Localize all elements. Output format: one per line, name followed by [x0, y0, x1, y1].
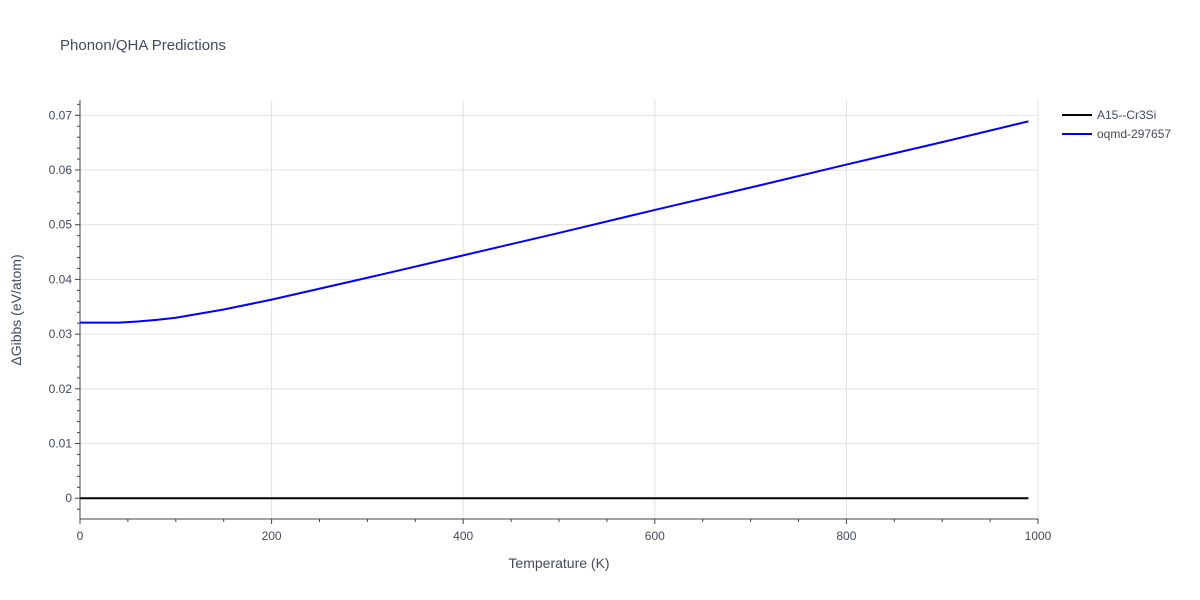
y-axis-title: ΔGibbs (eV/atom) — [8, 254, 24, 365]
y-tick-label: 0 — [65, 491, 72, 505]
legend-label-1: A15--Cr3Si — [1097, 108, 1156, 122]
x-tick-label: 400 — [453, 529, 473, 543]
legend: A15--Cr3Si oqmd-297657 — [1062, 108, 1171, 141]
legend-label-2: oqmd-297657 — [1097, 127, 1171, 141]
y-tick-label: 0.01 — [49, 437, 73, 451]
axes: 0 200 400 600 800 1000 0 0.01 0.02 0.03 0.04 0.05 0.… — [49, 100, 1052, 543]
y-tick-label: 0.02 — [49, 382, 73, 396]
x-tick-label: 200 — [262, 529, 282, 543]
chart-title: Phonon/QHA Predictions — [60, 37, 226, 54]
y-tick-label: 0.04 — [49, 272, 73, 286]
plot-area — [80, 120, 1029, 500]
series-line-2 — [80, 120, 1029, 324]
x-tick-label: 0 — [77, 529, 84, 543]
x-tick-label: 1000 — [1025, 529, 1052, 543]
y-tick-label: 0.03 — [49, 327, 73, 341]
x-tick-label: 800 — [836, 529, 856, 543]
x-tick-label: 600 — [645, 529, 665, 543]
y-tick-label: 0.05 — [49, 218, 73, 232]
x-axis-title: Temperature (K) — [508, 555, 609, 571]
y-tick-label: 0.06 — [49, 163, 73, 177]
grid — [80, 100, 1039, 519]
y-tick-label: 0.07 — [49, 108, 73, 122]
